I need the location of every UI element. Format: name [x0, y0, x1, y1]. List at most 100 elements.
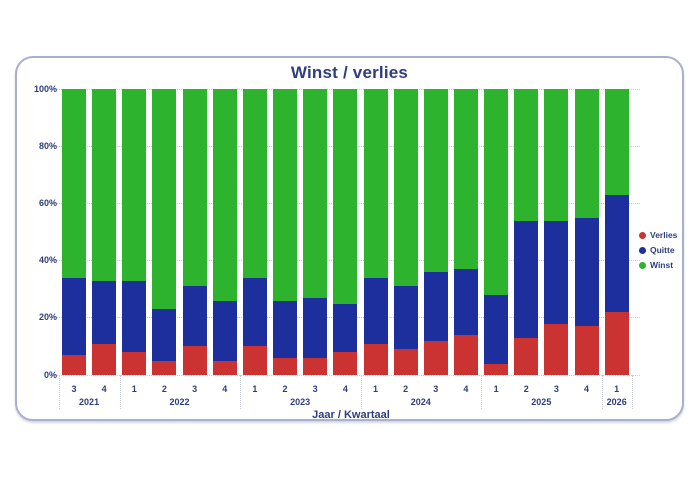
segment-winst-2023-q2 — [273, 89, 298, 301]
segment-verlies-2022-q4 — [212, 360, 237, 375]
x-tick-quarter: 2 — [523, 384, 529, 394]
segment-verlies-2023-q3 — [303, 357, 328, 375]
x-tick-quarter: 3 — [192, 384, 198, 394]
segment-winst-2025-q2 — [514, 89, 539, 221]
segment-verlies-2022-q3 — [182, 346, 207, 375]
bar-2022-q4 — [212, 89, 237, 375]
x-axis-title: Jaar / Kwartaal — [312, 409, 390, 421]
segment-verlies-2022-q2 — [152, 360, 177, 375]
segment-winst-2021-q3 — [62, 89, 86, 278]
bar-2025-q3 — [544, 89, 569, 375]
y-axis-label-0pct: 0% — [43, 369, 57, 380]
segment-verlies-2021-q3 — [62, 354, 86, 375]
segment-verlies-2023-q1 — [242, 346, 267, 375]
x-tick-quarter: 3 — [312, 384, 318, 394]
year-separator-after-2021 — [119, 375, 121, 409]
bar-2022-q1 — [122, 89, 147, 375]
bar-2022-q3 — [182, 89, 207, 375]
bar-2024-q1 — [363, 89, 388, 375]
segment-winst-2023-q1 — [242, 89, 267, 278]
segment-quitte-2025-q2 — [514, 220, 539, 338]
segment-winst-2025-q3 — [544, 89, 569, 221]
segment-quitte-2023-q3 — [303, 297, 328, 358]
segment-verlies-2022-q1 — [122, 352, 147, 375]
x-tick-quarter: 2 — [403, 384, 409, 394]
x-tick-year-2025: 2025 — [531, 397, 552, 407]
year-separator-after-2025 — [602, 375, 604, 409]
legend-dot-winst-icon — [639, 261, 646, 269]
year-separator-after-2023 — [360, 375, 362, 409]
segment-winst-2024-q1 — [363, 89, 388, 278]
x-tick-quarter: 1 — [614, 384, 620, 394]
legend-item-verlies[interactable]: Verlies — [639, 230, 677, 240]
legend-item-winst[interactable]: Winst — [639, 260, 677, 270]
bar-2022-q2 — [152, 89, 177, 375]
segment-quitte-2021-q4 — [92, 280, 117, 344]
segment-winst-2021-q4 — [92, 89, 117, 281]
segment-quitte-2022-q3 — [182, 286, 207, 347]
bar-2025-q2 — [514, 89, 539, 375]
segment-quitte-2025-q4 — [574, 217, 599, 327]
segment-verlies-2023-q4 — [333, 352, 358, 375]
segment-verlies-2024-q4 — [453, 334, 478, 375]
segment-quitte-2022-q4 — [212, 300, 237, 361]
segment-winst-2022-q2 — [152, 89, 177, 310]
year-separator-start — [58, 375, 60, 409]
plot-area — [62, 89, 640, 375]
segment-verlies-2025-q4 — [574, 326, 599, 375]
year-separator-after-2022 — [240, 375, 242, 409]
bar-2023-q4 — [333, 89, 358, 375]
legend: Verlies Quitte Winst — [639, 230, 677, 275]
x-tick-quarter: 4 — [463, 384, 469, 394]
segment-winst-2022-q3 — [182, 89, 207, 287]
x-tick-quarter: 1 — [252, 384, 258, 394]
bar-2025-q4 — [574, 89, 599, 375]
bar-2021-q4 — [92, 89, 117, 375]
segment-verlies-2025-q3 — [544, 323, 569, 375]
bar-2023-q1 — [242, 89, 267, 375]
gridline-0pct — [50, 374, 640, 376]
bar-2024-q4 — [453, 89, 478, 375]
segment-verlies-2024-q1 — [363, 343, 388, 375]
segment-winst-2026-q1 — [604, 89, 629, 195]
bar-2025-q1 — [484, 89, 509, 375]
x-tick-quarter: 4 — [342, 384, 348, 394]
x-tick-year-2026: 2026 — [606, 397, 627, 407]
segment-quitte-2026-q1 — [604, 194, 629, 313]
chart-title: Winst / verlies — [290, 63, 409, 82]
segment-quitte-2023-q1 — [242, 277, 267, 347]
segment-verlies-2025-q1 — [484, 363, 509, 375]
legend-label-quitte: Quitte — [650, 245, 675, 255]
segment-quitte-2025-q3 — [544, 220, 569, 324]
x-tick-year-2024: 2024 — [410, 397, 431, 407]
segment-quitte-2023-q4 — [333, 303, 358, 353]
x-tick-year-2022: 2022 — [169, 397, 190, 407]
segment-winst-2022-q4 — [212, 89, 237, 301]
segment-quitte-2021-q3 — [62, 277, 86, 355]
x-tick-year-2023: 2023 — [290, 397, 311, 407]
segment-verlies-2023-q2 — [273, 357, 298, 375]
y-axis-label-100pct: 100% — [33, 83, 57, 94]
x-tick-quarter: 2 — [282, 384, 288, 394]
segment-quitte-2022-q2 — [152, 309, 177, 361]
legend-item-quitte[interactable]: Quitte — [639, 245, 677, 255]
segment-verlies-2024-q3 — [423, 340, 448, 375]
segment-verlies-2025-q2 — [514, 337, 539, 375]
chart-card: Winst / verlies 100% 80% 60% 40% 20% 0% 3 4 1 2 3… — [15, 56, 684, 421]
bar-2023-q2 — [273, 89, 298, 375]
y-axis-label-40pct: 40% — [38, 255, 57, 266]
segment-verlies-2021-q4 — [92, 343, 117, 375]
legend-dot-verlies-icon — [639, 231, 646, 239]
bar-2026-q1 — [604, 89, 629, 375]
legend-dot-quitte-icon — [639, 246, 646, 254]
bar-2021-q3 — [62, 89, 86, 375]
bar-2023-q3 — [303, 89, 328, 375]
bar-2024-q3 — [423, 89, 448, 375]
y-axis-label-80pct: 80% — [38, 140, 57, 151]
x-tick-quarter: 1 — [131, 384, 137, 394]
segment-quitte-2024-q4 — [453, 269, 478, 335]
segment-quitte-2023-q2 — [273, 300, 298, 358]
segment-verlies-2024-q2 — [393, 349, 418, 375]
segment-quitte-2024-q3 — [423, 272, 448, 341]
